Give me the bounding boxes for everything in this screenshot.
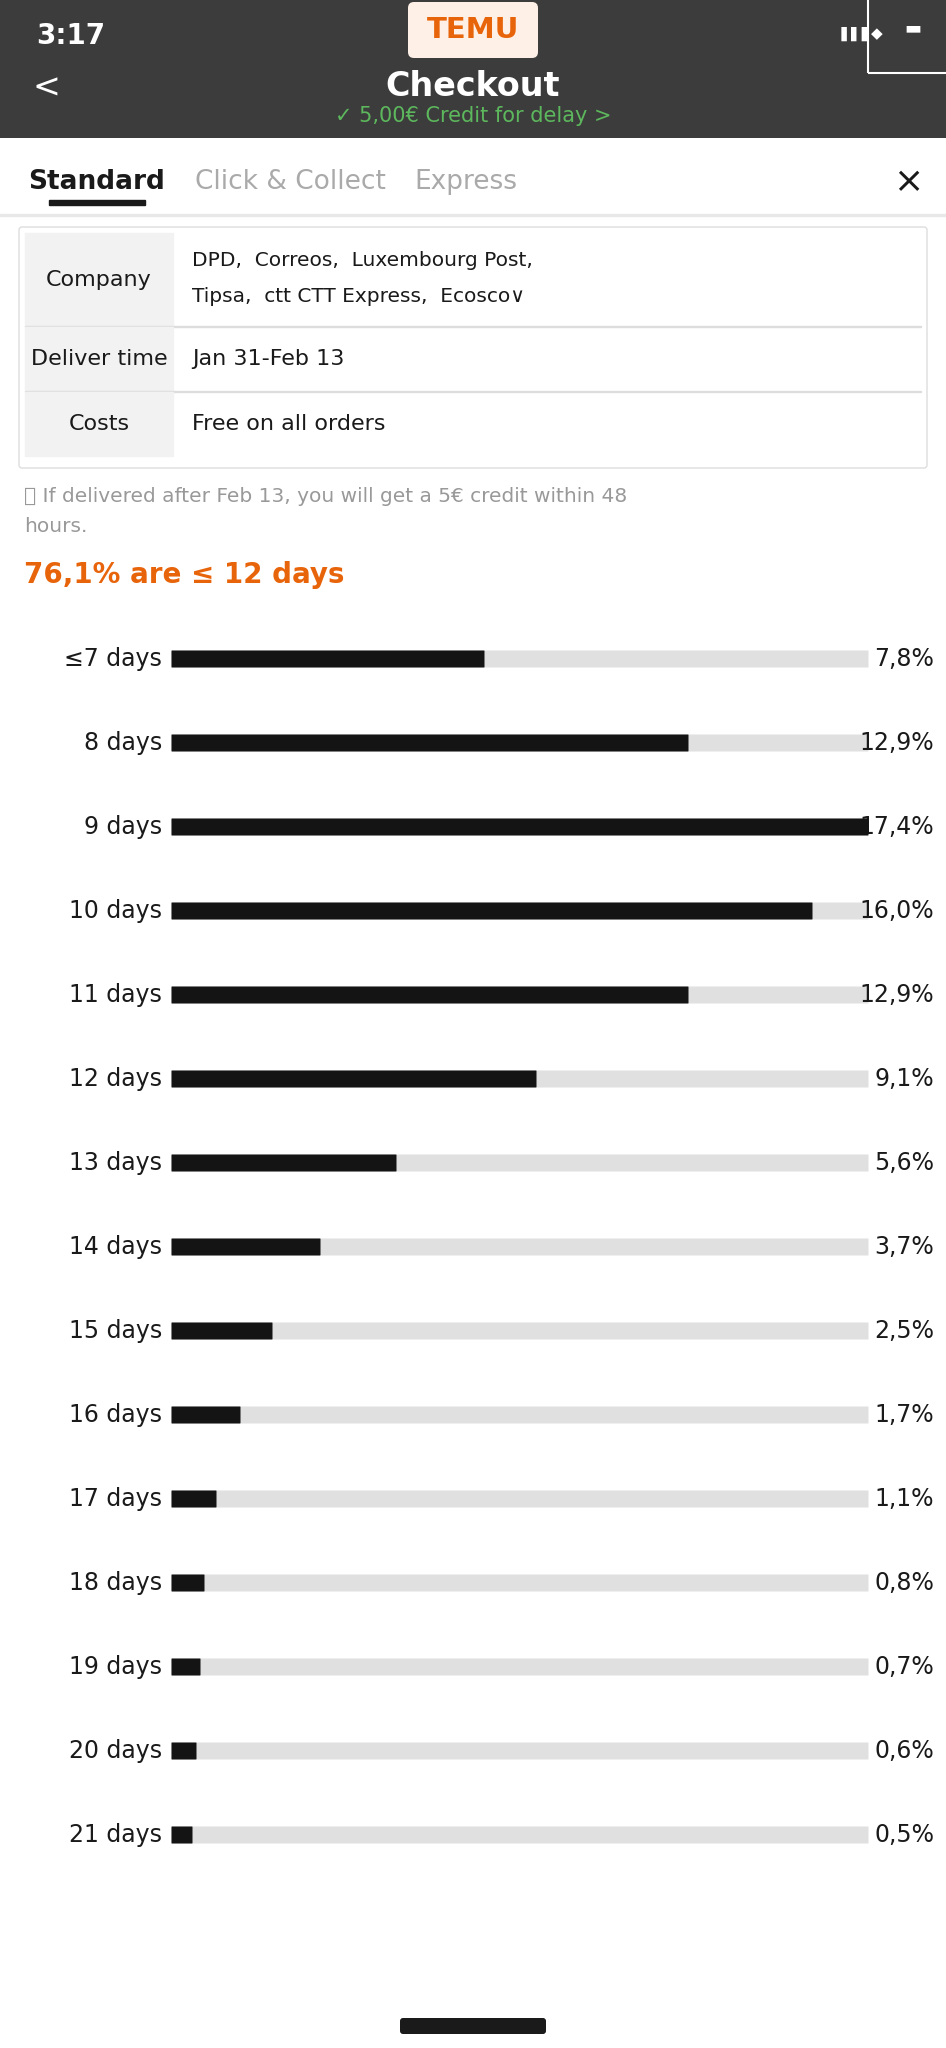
FancyBboxPatch shape — [171, 1323, 868, 1339]
FancyBboxPatch shape — [171, 651, 868, 668]
FancyBboxPatch shape — [171, 1575, 868, 1591]
Text: Deliver time: Deliver time — [30, 348, 167, 369]
FancyBboxPatch shape — [171, 1407, 868, 1423]
FancyBboxPatch shape — [171, 903, 813, 920]
Text: 14 days: 14 days — [69, 1235, 162, 1260]
Text: 3:17: 3:17 — [36, 23, 105, 49]
Text: ▬: ▬ — [904, 18, 921, 37]
FancyBboxPatch shape — [171, 1743, 197, 1759]
Text: 12 days: 12 days — [69, 1067, 162, 1092]
Text: Tipsa,  ctt CTT Express,  Ecosco∨: Tipsa, ctt CTT Express, Ecosco∨ — [192, 287, 525, 307]
Bar — [0, 59, 946, 139]
Text: Company: Company — [46, 270, 152, 289]
Text: 76,1% are ≤ 12 days: 76,1% are ≤ 12 days — [24, 561, 344, 590]
Text: Express: Express — [414, 170, 517, 195]
Text: Free on all orders: Free on all orders — [192, 414, 386, 434]
FancyBboxPatch shape — [171, 819, 868, 836]
FancyBboxPatch shape — [171, 1323, 272, 1339]
Text: 0,6%: 0,6% — [874, 1739, 934, 1763]
Bar — [25, 233, 173, 326]
Text: 8 days: 8 days — [84, 731, 162, 756]
Text: hours.: hours. — [24, 516, 87, 537]
Text: ▐▐▐: ▐▐▐ — [836, 27, 867, 41]
Text: 21 days: 21 days — [69, 1823, 162, 1847]
FancyBboxPatch shape — [171, 1743, 868, 1759]
Text: ×: × — [893, 166, 923, 199]
Text: 5,6%: 5,6% — [874, 1151, 934, 1176]
Bar — [25, 328, 173, 391]
Text: 18 days: 18 days — [69, 1571, 162, 1595]
Text: 2,5%: 2,5% — [874, 1319, 934, 1343]
Text: 1,1%: 1,1% — [874, 1487, 934, 1511]
Text: 0,7%: 0,7% — [874, 1655, 934, 1679]
Text: <: < — [32, 72, 60, 104]
Text: TEMU: TEMU — [427, 16, 519, 43]
FancyBboxPatch shape — [171, 1239, 868, 1255]
Text: 7,8%: 7,8% — [874, 647, 934, 672]
Text: 3,7%: 3,7% — [874, 1235, 934, 1260]
Text: 1,7%: 1,7% — [874, 1403, 934, 1427]
FancyBboxPatch shape — [19, 227, 927, 469]
Text: 17 days: 17 days — [69, 1487, 162, 1511]
Bar — [0, 0, 946, 59]
Text: 10 days: 10 days — [69, 899, 162, 924]
Text: ≤7 days: ≤7 days — [64, 647, 162, 672]
FancyBboxPatch shape — [171, 903, 868, 920]
FancyBboxPatch shape — [171, 1491, 217, 1507]
Text: 9 days: 9 days — [84, 815, 162, 840]
Text: 16 days: 16 days — [69, 1403, 162, 1427]
Bar — [25, 391, 173, 457]
Text: ⓘ If delivered after Feb 13, you will get a 5€ credit within 48: ⓘ If delivered after Feb 13, you will ge… — [24, 487, 627, 506]
FancyBboxPatch shape — [171, 1407, 240, 1423]
Text: Jan 31-Feb 13: Jan 31-Feb 13 — [192, 348, 344, 369]
FancyBboxPatch shape — [408, 2, 538, 57]
Bar — [49, 201, 145, 205]
FancyBboxPatch shape — [171, 735, 689, 752]
FancyBboxPatch shape — [400, 2017, 546, 2034]
FancyBboxPatch shape — [171, 1071, 868, 1087]
FancyBboxPatch shape — [171, 651, 484, 668]
FancyBboxPatch shape — [171, 1827, 192, 1843]
Text: 13 days: 13 days — [69, 1151, 162, 1176]
FancyBboxPatch shape — [0, 137, 946, 2048]
Text: 15 days: 15 days — [69, 1319, 162, 1343]
Text: Checkout: Checkout — [386, 70, 560, 102]
Text: ✓ 5,00€ Credit for delay >: ✓ 5,00€ Credit for delay > — [335, 106, 611, 127]
FancyBboxPatch shape — [171, 1827, 868, 1843]
Text: 17,4%: 17,4% — [859, 815, 934, 840]
Text: ◆: ◆ — [871, 27, 883, 41]
Text: 16,0%: 16,0% — [859, 899, 934, 924]
Text: 12,9%: 12,9% — [859, 983, 934, 1008]
Text: 11 days: 11 days — [69, 983, 162, 1008]
Text: DPD,  Correos,  Luxembourg Post,: DPD, Correos, Luxembourg Post, — [192, 252, 533, 270]
Text: Standard: Standard — [28, 170, 166, 195]
FancyBboxPatch shape — [171, 1239, 321, 1255]
Text: 19 days: 19 days — [69, 1655, 162, 1679]
FancyBboxPatch shape — [171, 1659, 868, 1675]
FancyBboxPatch shape — [171, 1659, 201, 1675]
Text: 12,9%: 12,9% — [859, 731, 934, 756]
Text: 0,5%: 0,5% — [874, 1823, 934, 1847]
Text: 9,1%: 9,1% — [874, 1067, 934, 1092]
FancyBboxPatch shape — [171, 819, 868, 836]
Text: Click & Collect: Click & Collect — [195, 170, 385, 195]
Text: 0,8%: 0,8% — [874, 1571, 934, 1595]
FancyBboxPatch shape — [171, 987, 868, 1004]
FancyBboxPatch shape — [171, 987, 689, 1004]
FancyBboxPatch shape — [171, 735, 868, 752]
FancyBboxPatch shape — [171, 1155, 868, 1171]
FancyBboxPatch shape — [171, 1071, 536, 1087]
Text: 20 days: 20 days — [69, 1739, 162, 1763]
FancyBboxPatch shape — [171, 1575, 204, 1591]
FancyBboxPatch shape — [171, 1155, 396, 1171]
Text: Costs: Costs — [68, 414, 130, 434]
FancyBboxPatch shape — [171, 1491, 868, 1507]
